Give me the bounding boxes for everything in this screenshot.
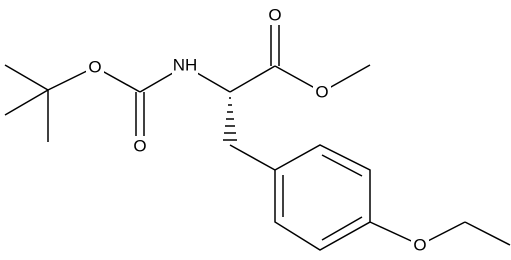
atom-label: O (413, 236, 426, 255)
atom-label: O (268, 6, 281, 25)
bonds (4, 15, 511, 251)
atom-label: O (88, 58, 101, 77)
atom-label: NH (173, 56, 198, 75)
atom-labels: O NH O O O O (86, 5, 429, 255)
atom-label: O (315, 83, 328, 102)
atom-label: O (133, 137, 146, 156)
